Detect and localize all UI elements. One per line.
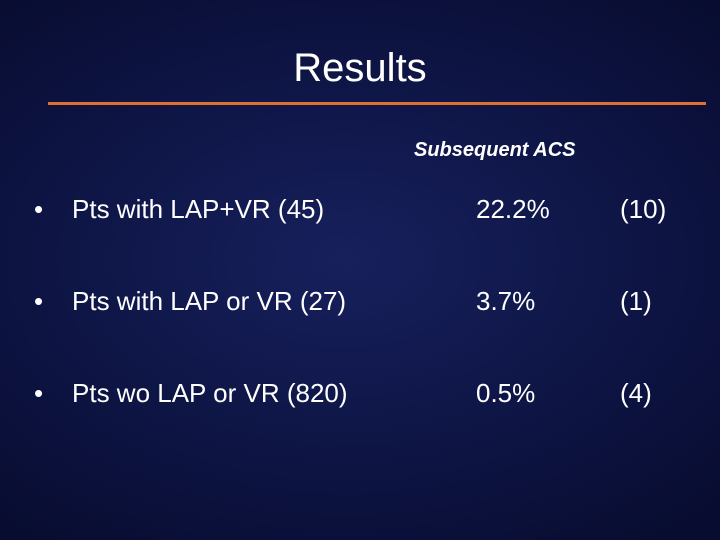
row-percent: 22.2% bbox=[476, 194, 550, 224]
result-row: • Pts with LAP or VR (27) 3.7% (1) bbox=[0, 281, 720, 321]
title-divider bbox=[48, 102, 706, 105]
row-percent: 3.7% bbox=[476, 286, 536, 316]
row-count: (10) bbox=[620, 194, 667, 224]
row-percent: 0.5% bbox=[476, 378, 536, 408]
column-header-subsequent-acs: Subsequent ACS bbox=[414, 139, 576, 161]
bullet-icon: • bbox=[34, 194, 44, 224]
row-count: (1) bbox=[620, 286, 652, 316]
row-label: Pts with LAP or VR (27) bbox=[72, 286, 347, 316]
slide-title: Results bbox=[293, 46, 427, 90]
row-count: (4) bbox=[620, 378, 652, 408]
result-row: • Pts wo LAP or VR (820) 0.5% (4) bbox=[0, 373, 720, 413]
row-label: Pts with LAP+VR (45) bbox=[72, 194, 325, 224]
row-label: Pts wo LAP or VR (820) bbox=[72, 378, 348, 408]
result-row: • Pts with LAP+VR (45) 22.2% (10) bbox=[0, 189, 720, 229]
bullet-icon: • bbox=[34, 286, 44, 316]
bullet-icon: • bbox=[34, 378, 44, 408]
